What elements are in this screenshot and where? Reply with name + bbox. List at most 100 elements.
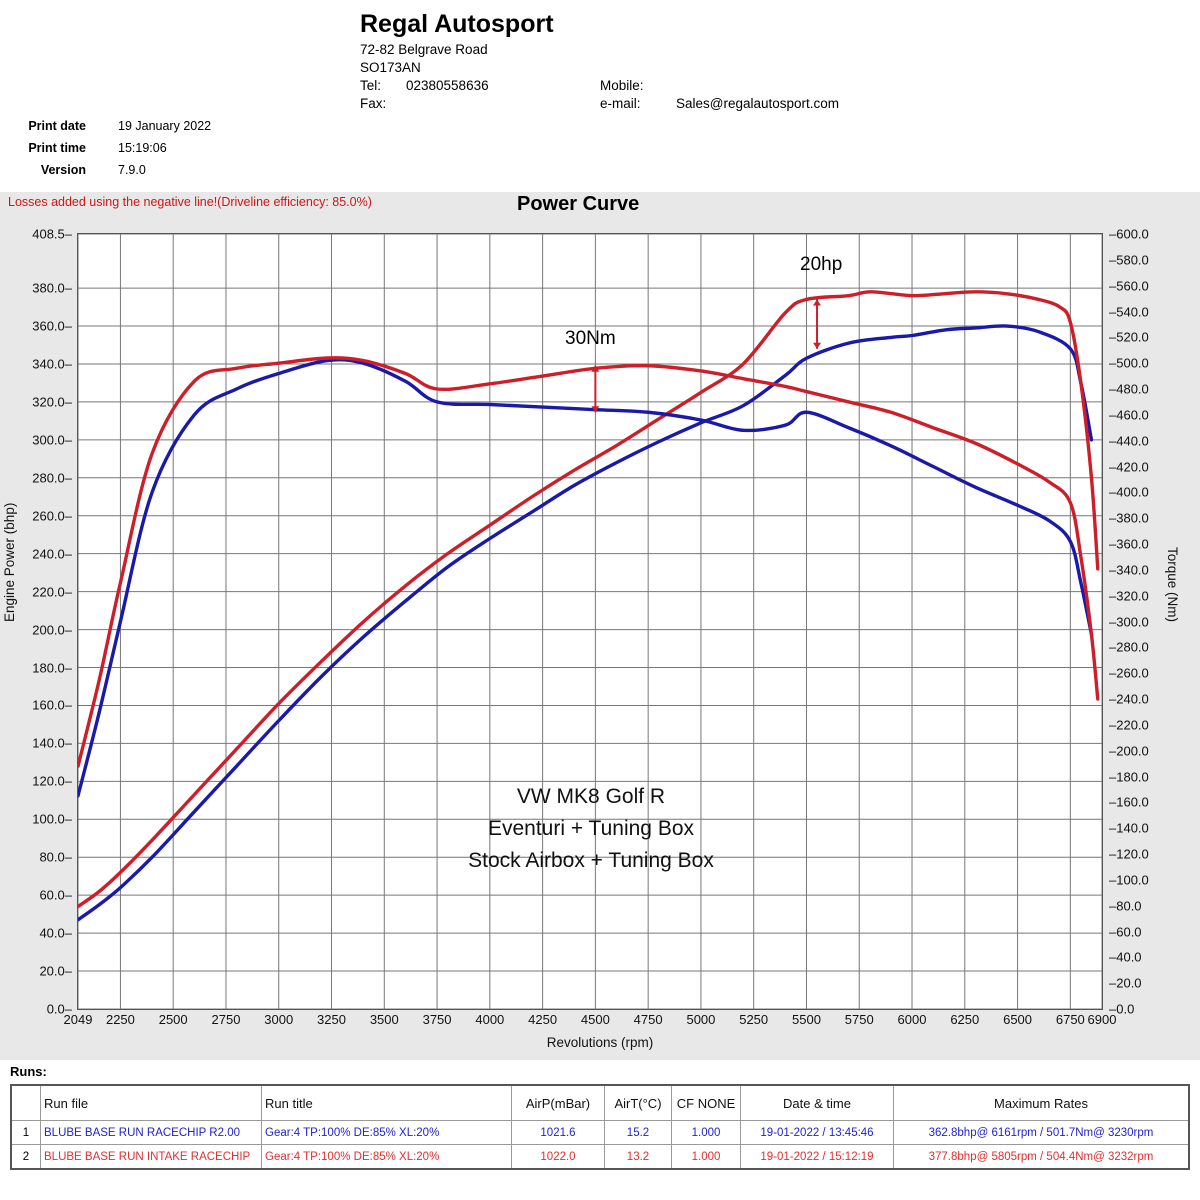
y-tick-left-20: 408.5– <box>32 226 72 242</box>
y-axis-left-ticks: 0.0– 20.0– 40.0– 60.0– 80.0– 100.0– 120.0– 140.… <box>0 227 72 1017</box>
y-tick-left-4: 80.0– <box>39 849 72 865</box>
curves-svg <box>78 234 1102 1009</box>
x-tick-8: 4000 <box>475 1012 505 1027</box>
cell-airt: 13.2 <box>604 1144 672 1170</box>
print-time-label: Print time <box>28 141 86 155</box>
col-index <box>10 1084 41 1121</box>
x-axis-title: Revolutions (rpm) <box>546 1035 654 1050</box>
power-curve-chart-panel: Losses added using the negative line!(Dr… <box>0 192 1200 1060</box>
x-tick-20: 6900 <box>1087 1012 1117 1027</box>
y-tick-right-23: –460.0 <box>1109 407 1149 423</box>
x-axis-ticks: 2049 2250 2500 2750 3000 3250 3500 3750 4000 4250… <box>0 1012 1200 1036</box>
x-tick-15: 5750 <box>844 1012 874 1027</box>
x-tick-12: 5000 <box>686 1012 716 1027</box>
col-airp: AirP(mBar) <box>511 1084 605 1121</box>
x-tick-9: 4250 <box>528 1012 558 1027</box>
shop-name: Regal Autosport <box>360 10 554 38</box>
table-header-row: Run file Run title AirP(mBar) AirT(°C) C… <box>10 1084 1190 1121</box>
shop-address-line-2: SO173AN <box>360 60 421 75</box>
x-tick-7: 3750 <box>422 1012 452 1027</box>
cell-airp: 1021.6 <box>511 1120 605 1145</box>
y-tick-right-21: –420.0 <box>1109 459 1149 474</box>
runs-section: Runs: Run file Run title AirP(mBar) AirT… <box>0 1062 1200 1200</box>
y-tick-left-18: 360.0– <box>32 318 72 334</box>
y-tick-right-5: –100.0 <box>1109 872 1149 888</box>
curve-series-2 <box>78 358 1094 798</box>
y-tick-right-7: –140.0 <box>1109 820 1149 836</box>
x-tick-1: 2250 <box>105 1012 135 1027</box>
cell-max-rates: 362.8bhp@ 6161rpm / 501.7Nm@ 3230rpm <box>893 1120 1190 1145</box>
table-row[interactable]: 2 BLUBE BASE RUN INTAKE RACECHIP Gear:4 TP… <box>10 1144 1190 1170</box>
curve-series-0 <box>78 324 1094 922</box>
y-tick-right-1: –20.0 <box>1109 975 1142 991</box>
runs-table: Run file Run title AirP(mBar) AirT(°C) C… <box>10 1084 1190 1170</box>
y-tick-left-17: 340.0– <box>32 356 72 372</box>
y-tick-right-14: –280.0 <box>1109 639 1149 655</box>
y-tick-left-8: 160.0– <box>32 697 72 713</box>
y-tick-right-8: –160.0 <box>1109 794 1149 810</box>
y-axis-right-ticks: –0.0 –20.0 –40.0 –60.0 –80.0 –100.0 –120.0 –140… <box>1109 227 1189 1017</box>
x-tick-16: 6000 <box>897 1012 927 1027</box>
y-tick-right-0: –0.0 <box>1109 1001 1135 1017</box>
x-tick-5: 3250 <box>317 1012 346 1027</box>
x-tick-14: 5500 <box>792 1012 821 1027</box>
table-row[interactable]: 1 BLUBE BASE RUN RACECHIP R2.00 Gear:4 TP:… <box>10 1120 1190 1145</box>
y-tick-left-9: 180.0– <box>32 660 72 675</box>
version-value: 7.9.0 <box>118 163 146 177</box>
x-tick-3: 2750 <box>211 1012 241 1027</box>
y-tick-left-11: 220.0– <box>32 584 72 600</box>
y-tick-left-13: 260.0– <box>32 508 72 524</box>
cell-airp: 1022.0 <box>511 1144 605 1170</box>
x-tick-11: 4750 <box>633 1012 663 1027</box>
x-tick-2: 2500 <box>158 1012 188 1027</box>
y-tick-left-5: 100.0– <box>32 811 72 827</box>
y-tick-left-2: 40.0– <box>39 925 72 941</box>
chart-title: Power Curve <box>517 193 640 215</box>
y-tick-right-26: –520.0 <box>1109 329 1149 345</box>
y-tick-right-9: –180.0 <box>1109 769 1149 784</box>
power-gain-arrow <box>813 299 822 349</box>
annotation-config-red: Eventuri + Tuning Box <box>487 817 695 840</box>
print-date-label: Print date <box>28 119 86 133</box>
document-header: Regal Autosport 72-82 Belgrave Road SO17… <box>0 0 1200 190</box>
y-tick-right-16: –320.0 <box>1109 588 1149 604</box>
cell-cf: 1.000 <box>671 1144 741 1170</box>
y-tick-left-19: 380.0– <box>32 280 72 296</box>
annotation-vehicle: VW MK8 Golf R <box>516 785 666 808</box>
print-date-value: 19 January 2022 <box>118 119 212 133</box>
x-tick-18: 6500 <box>1003 1012 1033 1027</box>
y-tick-left-16: 320.0– <box>32 394 72 410</box>
y-tick-right-10: –200.0 <box>1109 743 1149 759</box>
y-tick-left-14: 280.0– <box>32 470 72 486</box>
cell-airt: 15.2 <box>604 1120 672 1145</box>
mobile-label: Mobile: <box>600 78 644 93</box>
y-tick-right-20: –400.0 <box>1109 484 1149 500</box>
y-tick-left-0: 0.0– <box>46 1001 72 1017</box>
cell-datetime: 19-01-2022 / 15:12:19 <box>740 1144 894 1170</box>
y-tick-left-10: 200.0– <box>32 622 72 638</box>
y-tick-right-15: –300.0 <box>1109 614 1149 629</box>
annotation-torque-gain: 30Nm <box>565 328 616 349</box>
x-tick-17: 6250 <box>950 1012 980 1027</box>
col-run-file: Run file <box>40 1084 262 1121</box>
tel-value: 02380558636 <box>406 78 489 93</box>
cell-run-file: BLUBE BASE RUN RACECHIP R2.00 <box>40 1120 262 1145</box>
y-tick-left-15: 300.0– <box>32 432 72 448</box>
y-tick-right-22: –440.0 <box>1109 433 1149 449</box>
curve-series-3 <box>78 356 1100 768</box>
torque-gain-arrow <box>591 365 600 413</box>
y-tick-right-29: –580.0 <box>1109 252 1149 268</box>
y-tick-right-17: –340.0 <box>1109 562 1149 578</box>
cell-index: 1 <box>10 1120 41 1145</box>
y-tick-left-1: 20.0– <box>39 963 72 979</box>
y-tick-left-7: 140.0– <box>32 735 72 751</box>
y-tick-left-12: 240.0– <box>32 546 72 562</box>
y-tick-left-6: 120.0– <box>32 773 72 789</box>
x-tick-13: 5250 <box>739 1012 769 1027</box>
cell-run-title: Gear:4 TP:100% DE:85% XL:20% <box>261 1120 512 1145</box>
col-datetime: Date & time <box>740 1084 894 1121</box>
col-max-rates: Maximum Rates <box>893 1084 1190 1121</box>
curve-series-1 <box>78 290 1100 909</box>
annotation-config-blue: Stock Airbox + Tuning Box <box>468 849 714 872</box>
tel-label: Tel: <box>360 78 382 93</box>
